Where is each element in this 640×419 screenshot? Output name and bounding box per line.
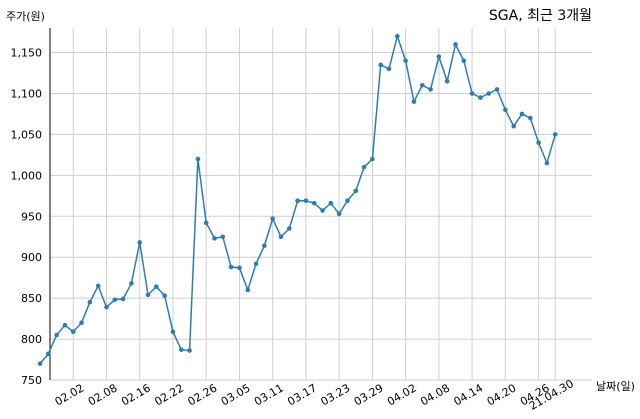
- y-tick-label: 1,150: [11, 47, 43, 60]
- data-point: [37, 361, 43, 366]
- data-point: [79, 320, 84, 326]
- data-point: [137, 240, 143, 245]
- x-tick-label: 02.26: [186, 381, 220, 408]
- data-point: [311, 200, 317, 206]
- data-point: [220, 234, 226, 240]
- data-point: [253, 261, 259, 267]
- data-point: [212, 236, 217, 241]
- data-point: [428, 87, 433, 92]
- x-tick-label: 04.02: [385, 381, 419, 408]
- data-point: [262, 243, 267, 249]
- data-point: [145, 292, 151, 298]
- x-tick-label: 03.11: [252, 381, 286, 408]
- x-tick-label: 04.14: [451, 381, 485, 408]
- data-point: [527, 115, 533, 121]
- x-tick-label: 02.08: [86, 381, 120, 408]
- data-point: [328, 200, 334, 206]
- data-point: [552, 132, 558, 137]
- data-point: [503, 107, 508, 113]
- x-tick-label: 02.22: [152, 381, 186, 408]
- data-point: [162, 293, 167, 298]
- data-point: [178, 347, 184, 353]
- data-point: [62, 322, 68, 328]
- y-tick-labels: 750 800 850 900 950 1,000 1,050 1,100 1,150: [11, 47, 43, 387]
- data-point: [170, 329, 176, 335]
- data-point: [320, 208, 325, 213]
- data-point: [386, 66, 392, 72]
- data-point: [378, 62, 384, 68]
- data-point: [295, 198, 300, 204]
- data-point: [195, 156, 201, 162]
- grid: [50, 28, 592, 381]
- data-point: [154, 284, 159, 289]
- data-point: [544, 160, 550, 166]
- data-point: [419, 83, 425, 88]
- data-point: [112, 297, 118, 303]
- data-point: [395, 33, 400, 39]
- x-axis-label: 날짜(일): [596, 379, 635, 393]
- data-point: [353, 188, 359, 194]
- y-tick-label: 1,050: [11, 128, 43, 141]
- data-point: [120, 296, 126, 302]
- data-point: [361, 164, 367, 170]
- series: [37, 33, 558, 366]
- data-point: [287, 226, 292, 231]
- data-point: [203, 220, 209, 226]
- data-point: [245, 287, 251, 293]
- data-point: [336, 211, 342, 217]
- data-point: [436, 54, 442, 59]
- data-point: [228, 264, 234, 270]
- data-point: [519, 111, 525, 117]
- x-tick-label: 03.17: [285, 381, 319, 408]
- data-point: [461, 58, 467, 64]
- data-point: [303, 198, 309, 204]
- y-tick-label: 850: [21, 292, 42, 305]
- data-point: [511, 123, 516, 129]
- data-point: [403, 58, 408, 64]
- data-point: [469, 91, 475, 96]
- x-tick-label: 02.02: [53, 381, 87, 408]
- x-tick-label: 04.08: [418, 381, 452, 408]
- y-tick-label: 750: [21, 374, 42, 387]
- data-point: [278, 234, 284, 240]
- y-tick-label: 800: [21, 333, 42, 346]
- data-point: [95, 283, 101, 289]
- data-point: [478, 95, 483, 100]
- data-point: [187, 348, 192, 353]
- data-point: [46, 351, 51, 357]
- x-tick-label: 03.29: [352, 381, 386, 408]
- data-point: [444, 78, 450, 84]
- chart-title: SGA, 최근 3개월: [489, 8, 592, 24]
- data-point: [104, 304, 109, 310]
- data-point: [70, 329, 76, 335]
- data-point: [486, 91, 492, 96]
- x-tick-label: 04.20: [485, 381, 519, 408]
- data-point: [54, 332, 59, 338]
- data-point: [87, 299, 93, 305]
- y-axis-label: 주가(원): [6, 10, 45, 23]
- data-point: [536, 140, 541, 145]
- x-tick-label: 02.16: [119, 381, 153, 408]
- y-tick-label: 1,100: [11, 87, 43, 100]
- x-tick-label: 03.05: [219, 381, 253, 408]
- data-point: [345, 198, 350, 204]
- data-point: [453, 42, 458, 47]
- data-point: [411, 99, 417, 104]
- y-tick-label: 950: [21, 210, 42, 223]
- data-point: [370, 156, 375, 162]
- data-point: [129, 281, 134, 286]
- y-tick-label: 900: [21, 251, 42, 264]
- data-point: [237, 265, 242, 271]
- x-tick-label: 03.23: [319, 381, 353, 408]
- x-tick-labels: 02.02 02.08 02.16 02.22 02.26 03.05 03.11 03.17…: [53, 377, 576, 413]
- y-tick-label: 1,000: [11, 169, 43, 182]
- data-point: [270, 216, 275, 222]
- data-point: [494, 87, 500, 92]
